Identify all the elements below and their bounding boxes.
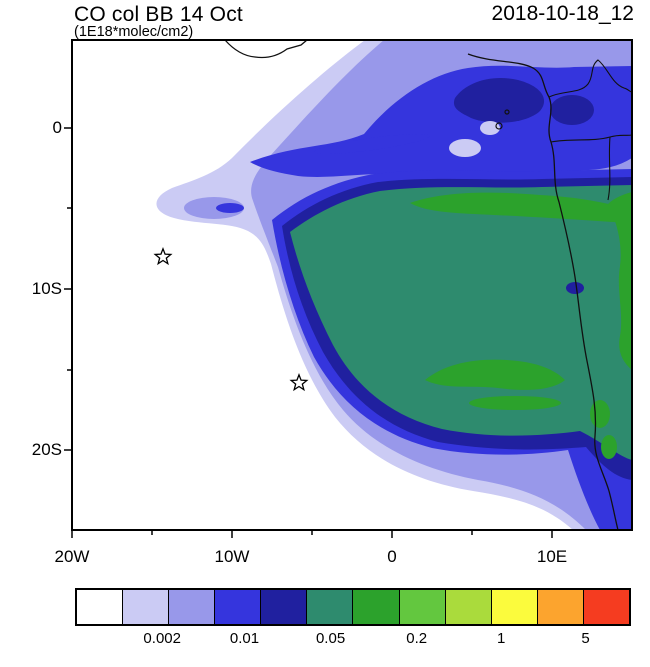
colorbar-tick-label: 5 [581, 630, 590, 647]
star-marker-2 [289, 372, 309, 392]
plot-frame [71, 39, 633, 531]
island-sao-tome [495, 122, 503, 130]
colorbar-cell [307, 590, 354, 624]
colorbar-cell [123, 590, 170, 624]
green-patch-east-strip [608, 192, 632, 370]
green-patch-north-band [410, 192, 632, 223]
green-patch-coastal-2 [601, 435, 617, 459]
colorbar [75, 588, 631, 626]
axis-ticks [64, 127, 553, 538]
contour-lavender-patch-1 [449, 139, 481, 157]
coastline-west-africa [467, 53, 619, 531]
plume-main-region [290, 185, 632, 460]
colorbar-tick-label: 0.01 [229, 630, 260, 647]
plot-title: CO col BB 14 Oct [74, 3, 243, 26]
contour-blob-core [184, 197, 244, 219]
colorbar-cell [537, 590, 584, 624]
border-line-1 [548, 59, 633, 98]
colorbar-labels: 0.002 0.01 0.05 0.2 1 5 [75, 630, 627, 648]
green-patch-16S-streak [425, 359, 565, 390]
colorbar-cell [169, 590, 216, 624]
green-patch-coastal-1 [590, 400, 610, 428]
x-tick-label-10E: 10E [536, 547, 568, 566]
y-tick-label-0: 0 [52, 118, 62, 137]
star-marker-1 [153, 246, 173, 266]
colorbar-cell [491, 590, 538, 624]
border-line-3 [607, 136, 611, 201]
colorbar-tick-label: 0.002 [143, 630, 181, 647]
contour-dark-core-region [453, 78, 545, 123]
contour-blue-streak [314, 133, 430, 155]
colorbar-tick-label: 1 [496, 630, 506, 647]
contour-dark-core-coastal [550, 95, 594, 125]
x-tick-label-0: 0 [387, 547, 397, 566]
island-principe [504, 109, 510, 115]
colorbar-cell [261, 590, 308, 624]
x-tick-label-20W: 20W [54, 547, 90, 566]
map-canvas [64, 39, 633, 538]
colorbar-cell [583, 590, 629, 624]
colorbar-cell [215, 590, 262, 624]
y-tick-label-10S: 10S [31, 279, 62, 298]
green-patch-16S-streak-2 [469, 396, 561, 410]
y-tick-label-20S: 20S [31, 440, 62, 459]
colorbar-cell [353, 590, 400, 624]
plot-units-label: (1E18*molec/cm2) [74, 24, 194, 40]
colorbar-cell [445, 590, 492, 624]
dark-spot-inland [566, 282, 584, 294]
contour-blob-blue-streak [216, 203, 244, 213]
colorbar-cell [77, 590, 124, 624]
x-tick-label-10W: 10W [214, 547, 250, 566]
contour-lavender-patch-2 [480, 121, 500, 135]
colorbar-cell [399, 590, 446, 624]
colorbar-tick-label: 0.2 [406, 630, 428, 647]
plot-timestamp: 2018-10-18_12 [491, 2, 634, 25]
colorbar-tick-label: 0.05 [315, 630, 346, 647]
coastline-gulf-of-guinea [224, 39, 308, 59]
